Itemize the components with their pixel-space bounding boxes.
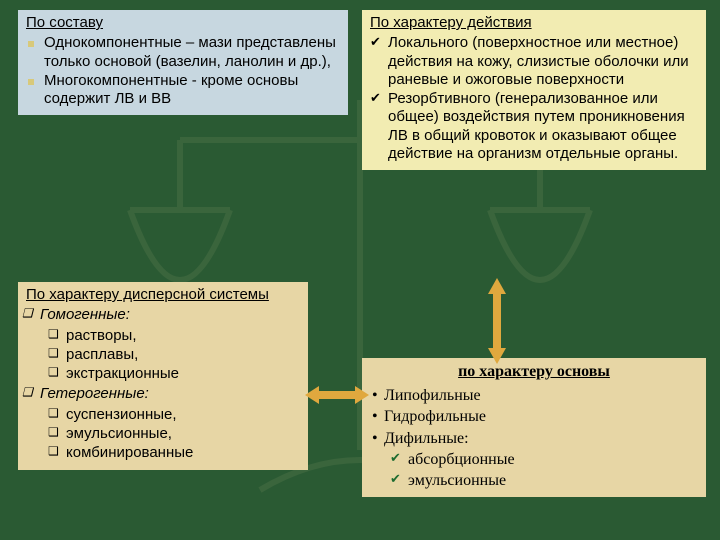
list-dispersion2: Гетерогенные: (26, 385, 300, 403)
list-item: Многокомпонентные - кроме основы содержи… (44, 72, 340, 109)
arrow-v-icon (482, 278, 512, 364)
title-dispersion: По характеру дисперсной системы (26, 286, 300, 304)
list-dispersion: Гомогенные: (26, 306, 300, 324)
list-item: Гидрофильные (384, 407, 698, 427)
list-item: абсорбционные (408, 450, 698, 470)
list-item: Дифильные: (384, 429, 698, 449)
list-base-type: Липофильные Гидрофильные Дифильные: (370, 386, 698, 449)
box-composition: По составу Однокомпонентные – мази предс… (18, 10, 348, 115)
list-composition: Однокомпонентные – мази представлены тол… (26, 34, 340, 108)
list-dispersion-g1: растворы, расплавы, экстракционные (26, 327, 300, 384)
title-base-type: по характеру основы (370, 362, 698, 382)
list-item: Однокомпонентные – мази представлены тол… (44, 34, 340, 71)
list-item: расплавы, (66, 346, 300, 364)
arrow-h-icon (305, 380, 369, 410)
box-dispersion: По характеру дисперсной системы Гомогенн… (18, 282, 308, 470)
list-item: эмульсионные (408, 471, 698, 491)
list-dispersion-g2: суспензионные, эмульсионные, комбинирова… (26, 406, 300, 463)
list-item: экстракционные (66, 365, 300, 383)
box-base-type: по характеру основы Липофильные Гидрофил… (362, 358, 706, 497)
list-item: растворы, (66, 327, 300, 345)
list-item: комбинированные (66, 444, 300, 462)
list-item: Липофильные (384, 386, 698, 406)
box-action-type: По характеру действия Локального (поверх… (362, 10, 706, 170)
list-action-type: Локального (поверхностное или местное) д… (370, 34, 698, 163)
list-item: Резорбтивного (генерализованное или обще… (388, 90, 698, 163)
list-item: Локального (поверхностное или местное) д… (388, 34, 698, 89)
title-composition: По составу (26, 14, 340, 32)
list-item: эмульсионные, (66, 425, 300, 443)
title-action-type: По характеру действия (370, 14, 698, 32)
group-label: Гомогенные: (40, 306, 300, 324)
list-item: суспензионные, (66, 406, 300, 424)
group-label: Гетерогенные: (40, 385, 300, 403)
list-base-sub: абсорбционные эмульсионные (370, 450, 698, 490)
